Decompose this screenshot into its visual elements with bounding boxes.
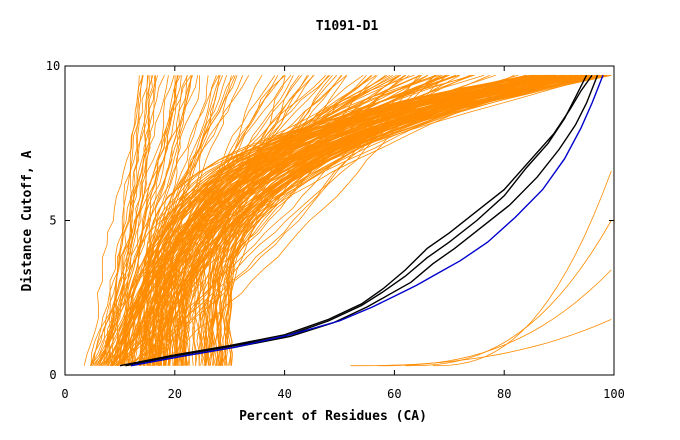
model-curve-steep [91, 75, 175, 366]
model-curve-dense [202, 74, 567, 366]
model-curve-dense [221, 74, 583, 366]
x-tick-label: 40 [277, 387, 291, 401]
model-curve-dense [180, 74, 578, 366]
model-curve-dense [174, 74, 540, 366]
highlight-curves [119, 74, 604, 367]
model-curve-dense [218, 74, 549, 366]
x-tick-label: 100 [603, 387, 625, 401]
model-curve-steep [83, 75, 140, 366]
model-curve-dense [214, 74, 607, 366]
axis-ticks: 0 20 40 60 80 100 0 5 10 [46, 59, 625, 401]
y-tick-label: 0 [49, 368, 56, 382]
model-curve-dense [144, 74, 600, 366]
highlight-curve-black [130, 75, 599, 367]
model-curve-steep [99, 75, 158, 366]
model-curve-steep [92, 75, 192, 366]
y-axis-label: Distance Cutoff, A [20, 150, 35, 291]
model-curve-dense [202, 74, 581, 366]
model-curve-outlier [350, 319, 612, 367]
y-tick-label: 5 [49, 214, 56, 228]
model-curve-dense [191, 74, 597, 366]
model-curve-dense [171, 74, 548, 366]
model-curve-dense [143, 74, 556, 366]
model-curve-dense [166, 74, 545, 366]
model-curve-dense [178, 74, 562, 366]
y-tick-label: 10 [46, 59, 60, 73]
model-curve-dense [197, 74, 528, 366]
model-curve-steep [98, 75, 235, 366]
chart-title: T1091-D1 [316, 19, 379, 34]
model-curve-dense [163, 74, 592, 366]
model-curve-dense [216, 74, 541, 366]
highlight-curve-blue [130, 75, 604, 367]
model-curve-dense [221, 74, 545, 366]
model-curve-dense [207, 74, 590, 366]
model-curve-dense [155, 74, 582, 366]
model-curve-dense [211, 74, 582, 366]
model-curve-steep [90, 75, 219, 366]
model-curve-steep [110, 75, 152, 366]
model-curve-steep [108, 75, 143, 366]
model-curve-steep [106, 75, 177, 366]
model-curve-dense [224, 74, 571, 366]
model-curve-dense [138, 74, 593, 366]
x-axis-label: Percent of Residues (CA) [239, 409, 427, 424]
model-curve-steep [110, 75, 156, 366]
model-curve-diagonal [115, 75, 244, 366]
model-curve-steep [94, 75, 156, 366]
x-tick-label: 80 [497, 387, 511, 401]
x-tick-label: 20 [168, 387, 182, 401]
model-curve-outlier [377, 269, 612, 367]
model-curve-dense [140, 74, 556, 366]
model-curve-dense [161, 74, 571, 366]
x-tick-label: 0 [61, 387, 68, 401]
model-curve-outlier [405, 220, 612, 367]
model-curve-dense [174, 74, 547, 366]
x-tick-label: 60 [387, 387, 401, 401]
model-curve-dense [157, 74, 573, 366]
model-curves [83, 74, 612, 367]
model-curve-outlier [432, 170, 612, 367]
